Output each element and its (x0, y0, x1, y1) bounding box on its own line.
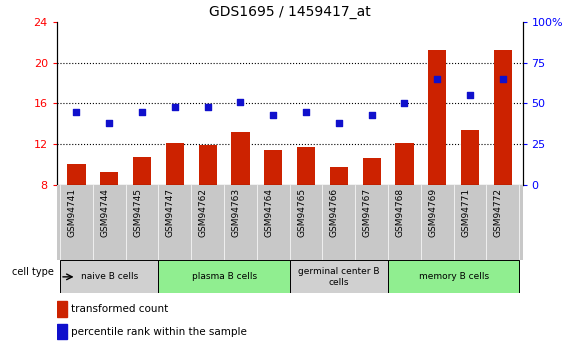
Text: GSM94766: GSM94766 (330, 188, 339, 237)
Text: percentile rank within the sample: percentile rank within the sample (72, 327, 247, 337)
Bar (232, 132, 249, 185)
Text: GSM94772: GSM94772 (494, 188, 503, 237)
Text: GSM94762: GSM94762 (199, 188, 208, 237)
Point (367, 112, 376, 118)
Text: cell type: cell type (12, 267, 54, 277)
Point (72, 109, 81, 115)
Title: GDS1695 / 1459417_at: GDS1695 / 1459417_at (209, 4, 370, 19)
Bar (395, 143, 414, 185)
Bar (199, 145, 217, 185)
Bar (330, 167, 348, 185)
Bar (68, 164, 86, 185)
Text: naive B cells: naive B cells (81, 272, 138, 282)
Point (498, 77, 507, 82)
Bar (101, 172, 118, 185)
Bar (57, 301, 66, 317)
Bar (461, 130, 479, 185)
Bar (133, 157, 151, 185)
Bar (388, 260, 519, 293)
Point (400, 101, 409, 106)
Text: germinal center B
cells: germinal center B cells (298, 267, 379, 287)
Text: GSM94745: GSM94745 (133, 188, 142, 237)
Text: GSM94768: GSM94768 (395, 188, 404, 237)
Text: GSM94741: GSM94741 (68, 188, 77, 237)
Text: GSM94771: GSM94771 (461, 188, 470, 237)
Bar (362, 158, 381, 185)
Text: transformed count: transformed count (72, 304, 169, 314)
Text: GSM94744: GSM94744 (101, 188, 109, 237)
Point (105, 120, 114, 126)
Point (236, 99, 245, 105)
Point (433, 77, 442, 82)
Point (137, 109, 147, 115)
Text: memory B cells: memory B cells (419, 272, 488, 282)
Point (203, 104, 212, 109)
Bar (428, 50, 446, 185)
Bar (290, 260, 388, 293)
Bar (158, 260, 290, 293)
Bar (494, 50, 512, 185)
Point (269, 112, 278, 118)
Point (302, 109, 311, 115)
Point (170, 104, 179, 109)
Text: GSM94765: GSM94765 (297, 188, 306, 237)
Text: plasma B cells: plasma B cells (191, 272, 257, 282)
Bar (60, 260, 158, 293)
Text: GSM94763: GSM94763 (232, 188, 240, 237)
Point (335, 120, 344, 126)
Bar (297, 147, 315, 185)
Point (466, 92, 475, 98)
Text: GSM94769: GSM94769 (428, 188, 437, 237)
Text: GSM94764: GSM94764 (264, 188, 273, 237)
Bar (57, 324, 66, 339)
Bar (264, 150, 282, 185)
Text: GSM94767: GSM94767 (363, 188, 371, 237)
Bar (166, 143, 184, 185)
Text: GSM94747: GSM94747 (166, 188, 175, 237)
